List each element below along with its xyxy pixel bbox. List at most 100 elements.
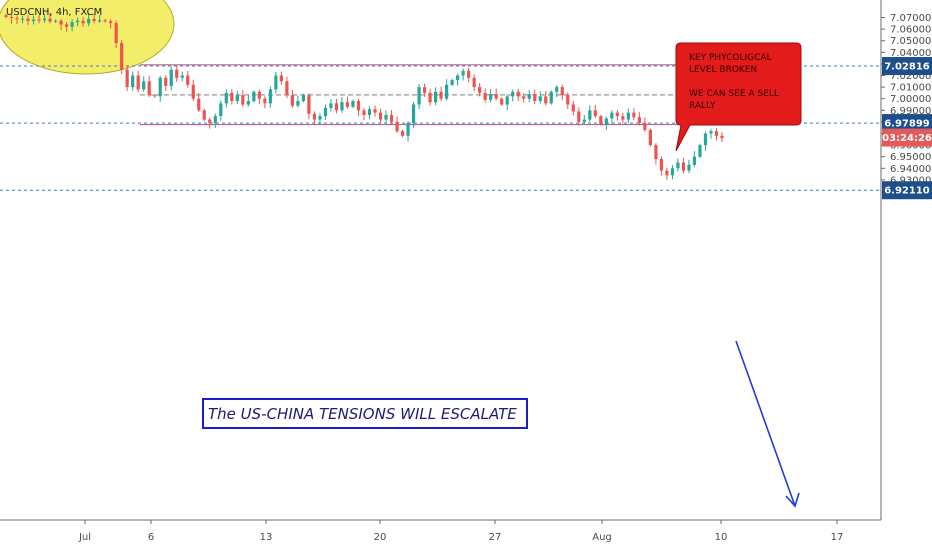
- y-tick-label: 7.06000: [890, 25, 931, 36]
- candle-body: [643, 123, 647, 131]
- candle-body: [131, 75, 135, 88]
- candle-body: [356, 101, 361, 111]
- candle-body: [461, 70, 465, 76]
- candle-body: [164, 77, 168, 86]
- candle-body: [687, 164, 691, 171]
- candle-body: [439, 91, 443, 99]
- candle-body: [15, 18, 19, 20]
- candle-body: [252, 91, 256, 102]
- price-tag: [882, 128, 932, 147]
- candle-body: [681, 162, 686, 171]
- candle-body: [59, 20, 63, 25]
- candle-body: [720, 135, 724, 139]
- candle-body: [505, 96, 509, 105]
- candle-body: [522, 96, 526, 99]
- candle-body: [450, 80, 454, 85]
- candle-body: [213, 116, 217, 124]
- candle-body: [202, 110, 206, 120]
- callout-line-5: RALLY: [689, 101, 716, 111]
- candle-body: [527, 94, 531, 99]
- x-tick-label: 6: [148, 532, 154, 543]
- highlight-ellipse: [0, 0, 175, 75]
- y-tick-label: 6.95000: [890, 152, 931, 163]
- price-tag-label: 7.02816: [884, 62, 930, 73]
- candle-body: [692, 156, 697, 165]
- candle-body: [406, 123, 410, 136]
- candle-body: [290, 95, 294, 106]
- candle-body: [340, 102, 344, 111]
- x-tick-label: 13: [260, 532, 273, 543]
- candle-body: [351, 101, 355, 107]
- candle-body: [676, 162, 680, 169]
- candle-body: [555, 87, 559, 92]
- price-tag: [882, 57, 932, 76]
- x-tick-label: Jul: [78, 532, 91, 543]
- candle-body: [610, 112, 614, 119]
- x-tick-label: 10: [715, 532, 728, 543]
- tension-text-box: The US-CHINA TENSIONS WILL ESCALATE: [202, 398, 528, 429]
- candle-body: [296, 101, 300, 106]
- candle-body: [312, 113, 317, 120]
- candle-body: [334, 103, 339, 111]
- candle-body: [593, 110, 597, 117]
- candle-body: [9, 16, 14, 19]
- candle-body: [489, 94, 493, 100]
- candle-body: [142, 81, 146, 90]
- candle-body: [37, 19, 41, 21]
- callout-line-2: LEVEL BROKEN: [689, 65, 757, 75]
- candle-body: [279, 75, 283, 82]
- price-tags: 7.02816 6.97899 03:24:26 6.92110: [882, 57, 932, 200]
- candle-body: [549, 91, 553, 104]
- candle-body: [483, 92, 487, 100]
- candle-body: [533, 94, 537, 102]
- candle-body: [588, 110, 592, 120]
- candle-body: [257, 91, 261, 99]
- candle-body: [219, 103, 223, 117]
- candle-body: [197, 98, 201, 111]
- candle-body: [246, 101, 250, 105]
- candle-body: [428, 92, 432, 103]
- candle-body: [538, 96, 542, 102]
- y-tick-label: 7.07000: [890, 13, 931, 24]
- candle-body: [70, 22, 74, 27]
- candle-body: [81, 20, 85, 24]
- candle-body: [87, 18, 91, 24]
- candle-body: [395, 121, 399, 132]
- candle-body: [400, 131, 405, 136]
- candle-body: [208, 119, 212, 124]
- candle-body: [478, 87, 482, 93]
- candle-body: [241, 95, 245, 105]
- candle-body: [626, 112, 630, 120]
- candle-body: [109, 21, 113, 24]
- candle-body: [411, 104, 416, 124]
- candle-body: [307, 95, 311, 114]
- y-tick-label: 6.93000: [890, 175, 931, 186]
- candle-body: [577, 111, 581, 122]
- callout-line-1: KEY PHYCOLIGCAL: [689, 53, 772, 63]
- candle-body: [186, 75, 190, 85]
- candle-body: [417, 87, 421, 105]
- candle-body: [703, 133, 708, 146]
- candle-body: [566, 95, 570, 105]
- y-tick-label: 6.99000: [890, 106, 931, 117]
- candle-body: [224, 92, 228, 104]
- candle-body: [114, 23, 118, 44]
- price-tag-label: 6.92110: [884, 186, 930, 197]
- candle-body: [500, 98, 504, 105]
- x-tick-label: 27: [489, 532, 502, 543]
- candle-body: [158, 77, 162, 97]
- candle-body: [362, 110, 366, 115]
- candle-body: [571, 104, 575, 112]
- candle-body: [147, 81, 151, 96]
- forecast-arrow: [735, 340, 800, 508]
- candle-body: [456, 75, 460, 81]
- key-level-callout: KEY PHYCOLIGCAL LEVEL BROKEN WE CAN SEE …: [675, 42, 802, 152]
- price-axis[interactable]: [881, 0, 932, 550]
- price-tag: [882, 181, 932, 200]
- candle-body: [20, 18, 25, 20]
- candle-body: [285, 81, 289, 96]
- candle-body: [230, 92, 234, 102]
- candle-body: [153, 95, 157, 97]
- candle-body: [76, 20, 80, 23]
